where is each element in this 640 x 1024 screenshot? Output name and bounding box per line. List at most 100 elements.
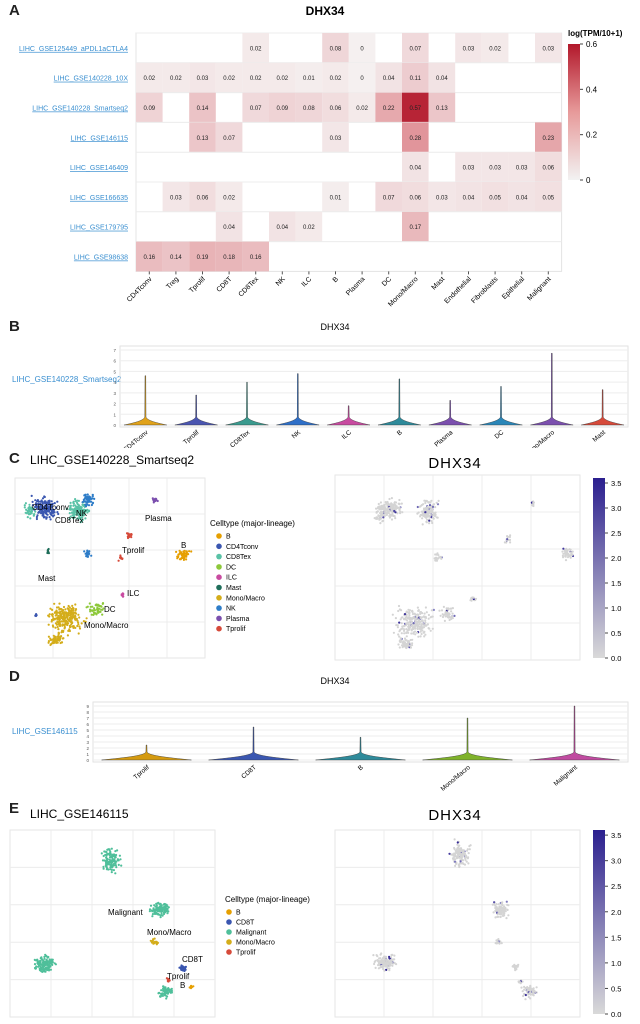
heatmap-cell-label: 0.02 <box>356 106 368 112</box>
umap-point-mono-macro <box>75 613 77 615</box>
umap-point-malignant <box>110 861 112 863</box>
umap2-point <box>424 613 426 615</box>
umap1-cluster-label: Mast <box>38 574 56 583</box>
umap2-point <box>408 640 410 642</box>
umap2-point <box>381 511 383 513</box>
heatmap-row-label[interactable]: LIHC_GSE125449_aPDL1aCTLA4 <box>19 46 128 53</box>
umap-point-nk <box>83 550 85 552</box>
umap-point-mono-macro <box>71 605 73 607</box>
umap-point-cd8tex <box>73 501 75 503</box>
umap-point-malignant <box>166 995 168 997</box>
umap-point-nk <box>86 550 88 552</box>
umap2-point <box>440 558 442 560</box>
umap-point-b <box>176 557 178 559</box>
heatmap-col-label: NK <box>275 276 287 288</box>
heatmap-row-label[interactable]: LIHC_GSE179795 <box>70 225 128 232</box>
umap2-point <box>401 617 403 619</box>
umap-point-mono-macro <box>48 636 50 638</box>
umap-point-nk <box>86 552 88 554</box>
umap2-point <box>443 606 445 608</box>
umap-point-mono-macro <box>54 611 56 613</box>
heatmap-row-label[interactable]: LIHC_GSE98638 <box>74 255 128 262</box>
umap-point-mono-macro <box>77 614 79 616</box>
umap4-point <box>522 990 524 992</box>
umap2-point <box>532 505 534 507</box>
umap-point-mono-macro <box>51 609 53 611</box>
heatmap-row-label[interactable]: LIHC_GSE140228_Smartseq2 <box>32 106 128 113</box>
umap2-point <box>424 621 426 623</box>
heatmap-cell-label: 0.06 <box>542 166 554 172</box>
heatmap-col-label: Fibroblasts <box>470 276 500 306</box>
umap2-point <box>397 610 399 612</box>
heatmap-row-label[interactable]: LIHC_GSE146409 <box>70 165 128 172</box>
umap2-point <box>423 632 425 634</box>
umap-point-mono-macro <box>55 622 57 624</box>
umap2-point <box>379 512 381 514</box>
umap4-point <box>501 942 503 944</box>
umap-point-mono-macro <box>54 627 56 629</box>
umap2-point <box>412 613 414 615</box>
umap-point-malignant <box>155 903 157 905</box>
umap-point-cd8tex <box>24 504 26 506</box>
umap2-colorbar-ticklabel: 0.0 <box>611 654 621 663</box>
umap-point-malignant <box>150 905 152 907</box>
umap2-point <box>394 517 396 519</box>
umap1-legend-label: Tprolif <box>226 626 246 633</box>
umap2-point <box>379 517 381 519</box>
umap1-legend-swatch <box>216 533 222 539</box>
umap2-point <box>565 553 567 555</box>
umap1-legend-label: NK <box>226 606 236 613</box>
heatmap-cell-label: 0.08 <box>330 46 342 52</box>
umap2-point <box>416 622 418 624</box>
heatmap-cell-label: 0.08 <box>303 106 315 112</box>
umap-point-mono-macro <box>76 620 78 622</box>
umap-point-tprolif <box>118 560 120 562</box>
umap-point-mono-macro <box>52 624 54 626</box>
umap-point-tprolif <box>130 536 132 538</box>
umap2-point <box>375 508 377 510</box>
umap-point-b <box>179 550 181 552</box>
umap-point-malignant <box>158 908 160 910</box>
umap4-point <box>456 851 458 853</box>
umap4-point <box>383 970 385 972</box>
umap-point-cd4tconv <box>43 516 45 518</box>
violin-ytick-label: 4 <box>86 734 89 739</box>
umap2-point <box>408 614 410 616</box>
umap-point-mono-macro <box>63 615 65 617</box>
umap2-point <box>409 620 411 622</box>
umap2-point <box>390 502 392 504</box>
umap4-colorbar-ticklabel: 3.0 <box>611 857 621 866</box>
umap-point-mono-macro <box>50 639 52 641</box>
umap-point-cd4tconv <box>37 499 39 501</box>
umap2-point <box>425 517 427 519</box>
umap4-colorbar-ticklabel: 2.0 <box>611 908 621 917</box>
heatmap-cell-label: 0.03 <box>516 166 528 172</box>
umap3-cluster-label: Tprolif <box>167 972 190 981</box>
umap2-point <box>567 549 569 551</box>
umap1-cluster-label: Tprolif <box>122 546 145 555</box>
umap2-point <box>390 505 392 507</box>
umap-point-tprolif <box>119 556 121 558</box>
violin-xtick-label: NK <box>291 429 303 441</box>
umap2-point <box>399 639 401 641</box>
umap4-point <box>523 989 525 991</box>
violin-ytick-label: 5 <box>113 369 116 374</box>
umap2-point <box>403 618 405 620</box>
heatmap-cell-label: 0.11 <box>410 76 422 82</box>
umap-point-mono-macro <box>66 621 68 623</box>
umap-point-dc <box>98 611 100 613</box>
umap-point-mono-macro <box>74 603 76 605</box>
violin-ytick-label: 1 <box>113 412 116 417</box>
umap2-point <box>386 514 388 516</box>
umap4-point <box>506 901 508 903</box>
umap-point-dc <box>89 602 91 604</box>
umap4-point <box>505 917 507 919</box>
violin-chart-gse146115: DHX34 LIHC_GSE146115 0123456789 Tprolif C… <box>0 668 640 798</box>
umap1-legend-swatch <box>216 574 222 580</box>
umap4-point <box>466 861 468 863</box>
heatmap-row-label[interactable]: LIHC_GSE140228_10X <box>54 76 129 83</box>
heatmap-row-label[interactable]: LIHC_GSE166635 <box>70 195 128 202</box>
heatmap-row-label[interactable]: LIHC_GSE146115 <box>71 135 129 142</box>
umap4-point <box>393 958 395 960</box>
heatmap-cell-label: 0.04 <box>463 195 475 201</box>
